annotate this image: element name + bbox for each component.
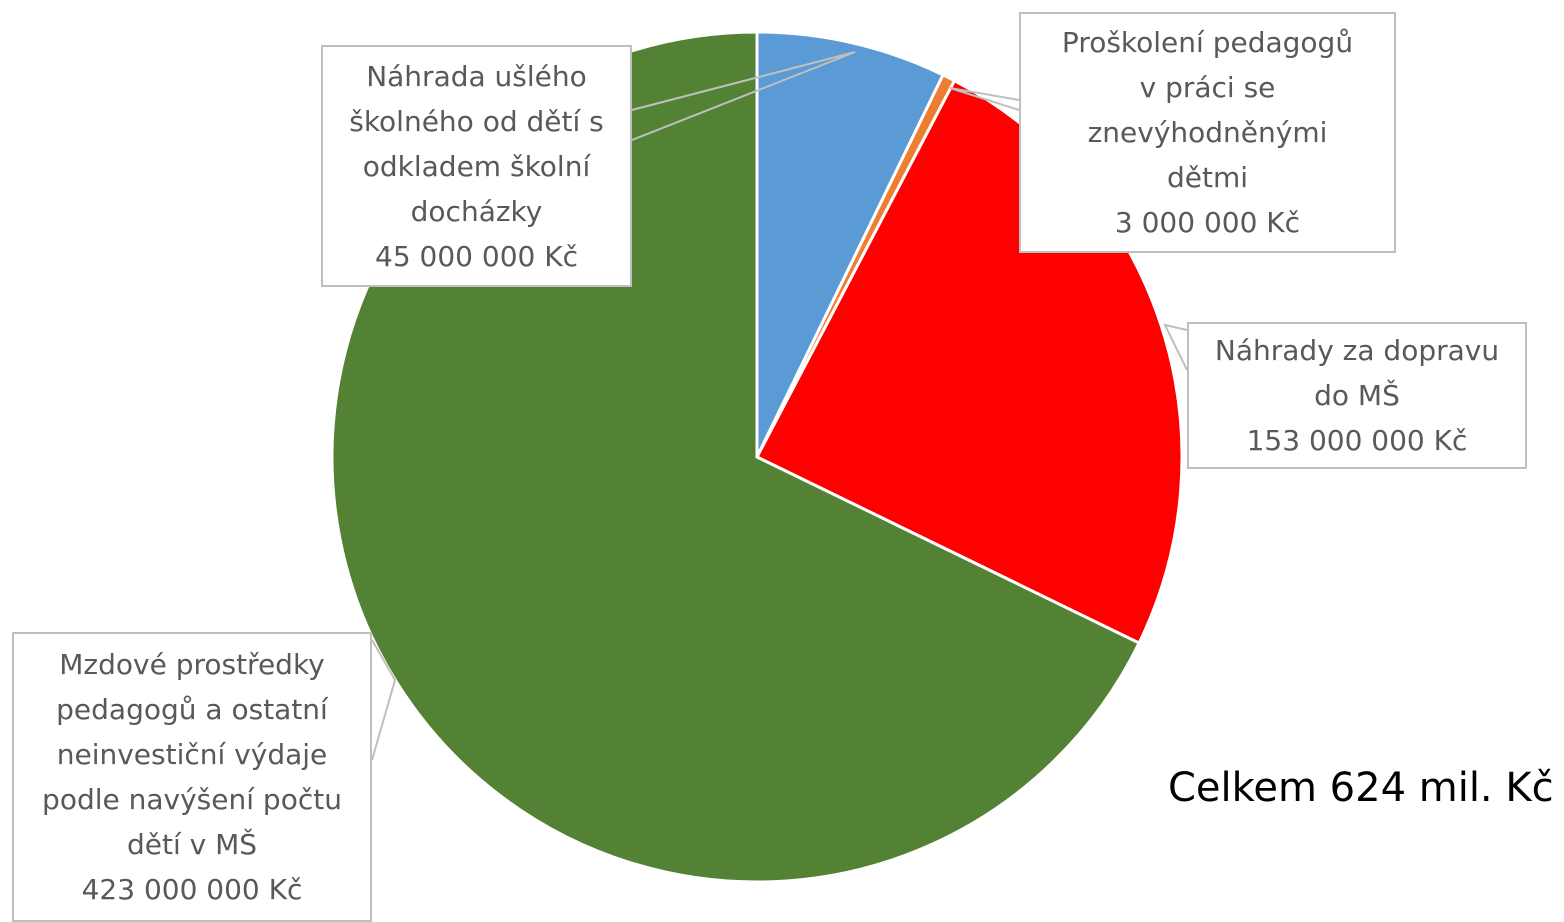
value-label: 153 000 000 Kč [1246, 424, 1468, 457]
category-label: Náhrada ušlého školného od dětí s odklad… [349, 59, 604, 228]
category-label: Náhrady za dopravu do MŠ [1214, 334, 1500, 412]
callout: Náhrady za dopravu do MŠ 153 000 000 Kč [1187, 322, 1527, 469]
leader-line [949, 87, 1020, 111]
leaders [371, 51, 1188, 761]
callout: Mzdové prostředky pedagogů a ostatní nei… [12, 632, 372, 922]
pie-slice [755, 30, 946, 458]
leader-line [1163, 323, 1188, 371]
leader-line [371, 639, 397, 761]
value-label: 423 000 000 Kč [81, 873, 303, 906]
callout: Náhrada ušlého školného od dětí s odklad… [321, 45, 632, 287]
annotation: Celkem 624 mil. Kč [1168, 765, 1554, 811]
value-label: 3 000 000 Kč [1114, 206, 1301, 239]
category-label: Mzdové prostředky pedagogů a ostatní nei… [42, 648, 342, 861]
callout: Proškolení pedagogů v práci se znevýhodn… [1019, 12, 1396, 253]
value-label: 45 000 000 Kč [375, 239, 578, 273]
leader-line [631, 51, 856, 141]
category-label: Proškolení pedagogů v práci se znevýhodn… [1061, 26, 1354, 194]
